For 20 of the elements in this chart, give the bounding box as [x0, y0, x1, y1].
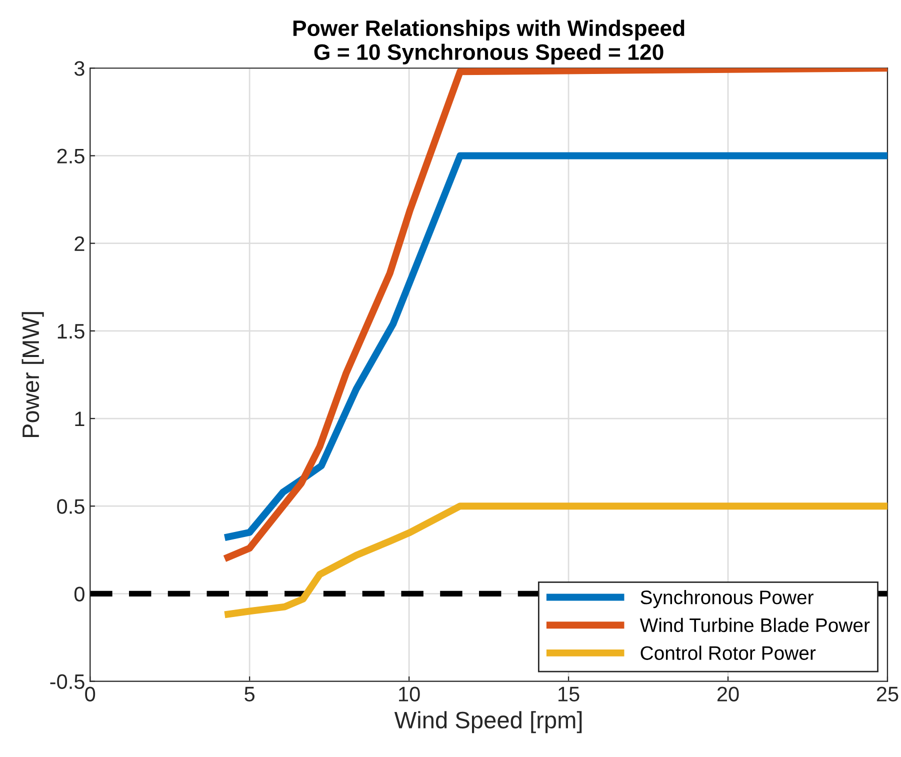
y-tick-label: -0.5: [50, 674, 84, 690]
y-tick-label: 1.5: [58, 324, 84, 339]
x-tick-label: 5: [244, 686, 254, 702]
y-tick-label: 0: [74, 586, 84, 602]
y-tick-label: 2: [74, 236, 84, 251]
y-axis-title: Power [MW]: [22, 312, 44, 438]
x-axis-title: Wind Speed [rpm]: [394, 711, 582, 734]
y-tick-label: 1: [75, 412, 84, 426]
x-tick-label: 20: [717, 686, 739, 702]
y-tick-label: 3: [74, 61, 84, 76]
y-tick-label: 0.5: [57, 499, 84, 514]
chart-title: Power Relationships with Windspeed G = 10 Synchronous Speed = 120: [293, 20, 684, 64]
x-tick-label: 0: [85, 686, 96, 702]
x-tick-label: 25: [876, 686, 898, 702]
y-tick-label: 2.5: [57, 148, 84, 164]
legend-label: Control Rotor Power: [640, 646, 816, 660]
legend-label: Wind Turbine Blade Power: [640, 618, 870, 632]
legend-label: Synchronous Power: [640, 590, 814, 608]
x-tick-label: 10: [399, 686, 420, 702]
x-tick-label: 15: [558, 686, 580, 702]
